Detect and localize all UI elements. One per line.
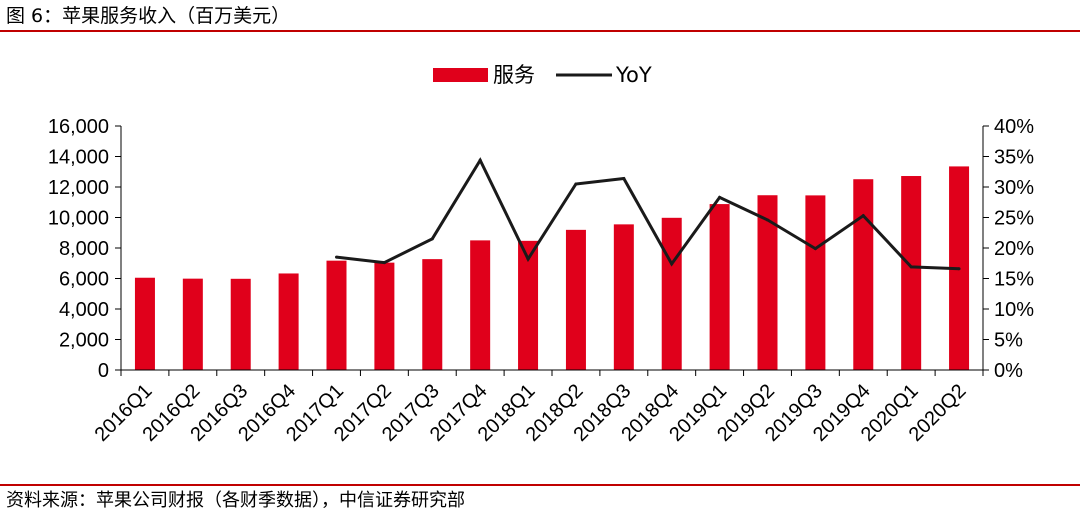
y-left-tick-label: 2,000 [59,330,109,352]
bar-2019Q2 [757,195,778,370]
bar-2018Q4 [661,217,682,370]
y-right-tick-label: 40% [994,116,1034,138]
title-rule [0,30,1080,32]
y-right-tick-label: 5% [994,330,1023,352]
chart-svg: 服务 YoY 0 2,000 4,000 6,000 8,000 10,000 12,000… [48,63,1034,446]
bar-2016Q2 [182,278,203,370]
bar-2017Q2 [374,262,395,370]
yoy-point-2017Q4 [478,158,482,162]
y-left-tick-label: 6,000 [59,269,109,291]
y-left-tick-label: 4,000 [59,299,109,321]
bar-2017Q3 [422,259,443,370]
yoy-point-2020Q2 [957,267,961,271]
bar-2019Q1 [709,204,730,370]
x-axis-labels: 2016Q12016Q22016Q32016Q42017Q12017Q22017… [91,380,971,446]
y-right-tick-label: 35% [994,147,1034,169]
y-axis-left-labels: 0 2,000 4,000 6,000 8,000 10,000 12,000 14,000 1… [48,116,109,382]
y-right-tick-label: 30% [994,177,1034,199]
yoy-point-2018Q4 [670,262,674,266]
yoy-series [335,157,961,271]
chart-title: 图 6：苹果服务收入（百万美元） [6,5,291,27]
bar-2017Q1 [326,260,347,370]
yoy-point-2017Q3 [430,237,434,241]
legend-label-yoy: YoY [615,63,652,87]
y-left-tick-label: 14,000 [48,147,109,169]
bar-2020Q1 [901,176,922,370]
bar-2019Q3 [805,195,826,370]
legend-swatch-service [433,68,488,82]
bar-2019Q4 [853,179,874,370]
yoy-point-2019Q3 [813,247,817,251]
source-note: 资料来源：苹果公司财报（各财季数据），中信证券研究部 [6,490,465,511]
bar-2016Q1 [134,277,155,370]
bar-2016Q4 [278,273,299,370]
y-left-tick-label: 0 [98,360,109,382]
y-right-tick-label: 20% [994,238,1034,260]
legend: 服务 YoY [433,63,652,87]
yoy-point-2018Q2 [574,182,578,186]
y-right-tick-label: 10% [994,299,1034,321]
legend-label-service: 服务 [493,63,535,87]
yoy-point-2019Q2 [766,218,769,222]
bar-series [134,166,970,370]
yoy-point-2017Q2 [382,261,386,265]
yoy-line [336,157,960,271]
bar-2016Q3 [230,278,251,370]
yoy-point-2019Q4 [861,214,865,218]
y-left-tick-label: 10,000 [48,208,109,230]
yoy-point-2019Q1 [718,195,722,199]
axes [115,125,989,376]
yoy-point-2018Q3 [622,176,626,180]
y-right-tick-label: 0% [994,360,1023,382]
y-left-tick-label: 12,000 [48,177,109,199]
yoy-point-2017Q1 [335,255,338,259]
bar-2018Q2 [565,229,586,370]
y-right-tick-label: 15% [994,269,1034,291]
yoy-point-2020Q1 [909,265,913,269]
footer-rule [0,484,1080,486]
y-left-tick-label: 8,000 [59,238,109,260]
y-left-tick-label: 16,000 [48,116,109,138]
bar-2017Q4 [470,240,491,370]
y-axis-right-labels: 0% 5% 10% 15% 20% 25% 30% 35% 40% [994,116,1034,382]
yoy-point-2018Q1 [526,257,530,261]
bar-2018Q1 [518,240,539,370]
y-right-tick-label: 25% [994,208,1034,230]
bar-2018Q3 [613,224,634,370]
